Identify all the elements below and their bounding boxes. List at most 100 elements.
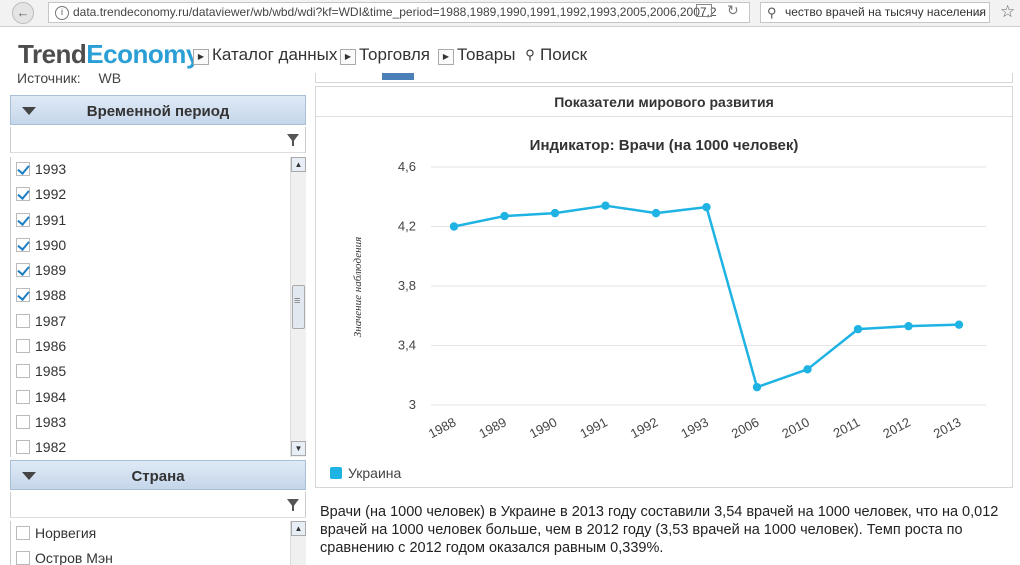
info-icon[interactable]: i (55, 6, 69, 20)
list-item-label: 1990 (35, 236, 67, 253)
period-panel-header[interactable]: Временной период (10, 95, 306, 125)
x-tick-label: 1989 (476, 414, 509, 441)
source-value: WB (98, 70, 122, 86)
x-tick-label: 2011 (831, 414, 863, 440)
search-text: чество врачей на тысячу населения (785, 5, 987, 19)
checkbox[interactable] (16, 414, 30, 429)
list-item-label: 1992 (35, 186, 67, 203)
checkbox[interactable] (16, 440, 30, 455)
data-point (651, 208, 661, 218)
filter-icon[interactable] (287, 134, 299, 146)
data-point (601, 201, 610, 210)
list-item[interactable]: 1992 (11, 182, 305, 207)
data-point (550, 208, 560, 218)
menu-search[interactable]: ⚲ Поиск (523, 45, 587, 65)
list-item[interactable]: 1991 (11, 208, 305, 233)
checkbox[interactable] (16, 551, 30, 565)
country-panel-title: Страна (131, 468, 185, 485)
x-tick-label: 2006 (729, 414, 762, 441)
list-item-label: 1987 (35, 312, 67, 329)
scroll-up-button[interactable]: ▲ (291, 157, 306, 172)
legend-swatch (330, 467, 342, 479)
checkbox[interactable] (16, 237, 30, 252)
collapse-triangle-icon[interactable] (22, 107, 36, 115)
reader-view-icon[interactable] (696, 4, 712, 17)
data-point (954, 320, 964, 329)
list-item[interactable]: 1989 (11, 258, 305, 283)
y-tick-label: 3,8 (398, 278, 416, 293)
list-item[interactable]: Остров Мэн (11, 546, 305, 565)
address-bar[interactable]: i data.trendeconomy.ru/dataviewer/wb/wbd… (48, 2, 750, 23)
y-tick-label: 4,2 (398, 219, 416, 234)
years-list: 1993 1992 1991 1990 1989 1988 1987 1986 1985 1984… (10, 157, 306, 457)
period-filter-row (10, 127, 306, 153)
list-item[interactable]: 1983 (11, 410, 305, 435)
x-tick-label: 2012 (880, 414, 913, 441)
menu-catalog[interactable]: ▶ Каталог данных (193, 45, 337, 65)
list-item-label: 1984 (35, 388, 67, 405)
menu-arrow-icon: ▶ (340, 49, 356, 65)
list-item[interactable]: 1984 (11, 385, 305, 410)
y-tick-label: 3 (409, 397, 416, 412)
checkbox[interactable] (16, 187, 30, 202)
x-tick-label: 1992 (628, 414, 661, 441)
list-item-label: 1986 (35, 338, 67, 355)
period-panel-title: Временной период (86, 103, 230, 120)
checkbox[interactable] (16, 263, 30, 278)
search-go-icon[interactable]: → (972, 5, 984, 19)
list-item-label: 1983 (35, 413, 67, 430)
list-item[interactable]: 1985 (11, 359, 305, 384)
menu-goods[interactable]: ▶ Товары (438, 45, 515, 65)
data-point (904, 321, 913, 331)
collapse-triangle-icon[interactable] (22, 472, 36, 480)
checkbox[interactable] (16, 313, 30, 328)
x-tick-label: 1991 (577, 414, 610, 441)
checkbox[interactable] (16, 162, 30, 176)
data-point (500, 211, 509, 221)
checkbox[interactable] (16, 389, 30, 404)
source-label: Источник: (17, 70, 81, 86)
description-text: Врачи (на 1000 человек) в Украине в 2013… (320, 504, 999, 556)
search-bar[interactable]: ⚲ чество врачей на тысячу населения → (760, 2, 990, 23)
country-filter-row (10, 492, 306, 518)
list-item-label: 1982 (35, 439, 67, 456)
list-item[interactable]: 1987 (11, 309, 305, 334)
scroll-thumb[interactable] (292, 285, 305, 329)
list-item[interactable]: 1988 (11, 283, 305, 308)
chart-legend[interactable]: Украина (330, 465, 401, 481)
bookmark-star-icon[interactable]: ☆ (1000, 2, 1016, 21)
checkbox[interactable] (16, 288, 30, 303)
chart-card: Показатели мирового развития Индикатор: … (315, 86, 1013, 488)
tab-indicator (382, 73, 414, 80)
list-item[interactable]: Норвегия (11, 521, 305, 546)
data-point (803, 365, 812, 374)
filter-icon[interactable] (287, 499, 299, 511)
menu-arrow-icon: ▶ (193, 49, 209, 65)
x-tick-label: 1990 (527, 414, 560, 441)
list-item-label: 1985 (35, 363, 67, 380)
checkbox[interactable] (16, 364, 30, 379)
list-item-label: 1993 (35, 161, 67, 177)
checkbox[interactable] (16, 526, 30, 540)
years-scrollbar[interactable]: ▲ ▼ (290, 157, 306, 457)
list-item[interactable]: 1990 (11, 233, 305, 258)
list-item[interactable]: 1986 (11, 334, 305, 359)
logo[interactable]: TrendEconomy (18, 39, 200, 69)
checkbox[interactable] (16, 212, 30, 227)
countries-list: Норвегия Остров Мэн (10, 521, 306, 565)
source-line: Источник: WB (17, 70, 121, 86)
search-icon: ⚲ (525, 47, 535, 62)
country-panel-header[interactable]: Страна (10, 460, 306, 490)
list-item[interactable]: 1993 (11, 157, 305, 182)
scroll-up-button[interactable]: ▲ (291, 521, 306, 536)
menu-trade[interactable]: ▶ Торговля (340, 45, 430, 65)
scroll-down-button[interactable]: ▼ (291, 441, 306, 456)
series-line (453, 204, 960, 389)
checkbox[interactable] (16, 339, 30, 354)
data-point (853, 324, 863, 334)
list-item[interactable]: 1982 (11, 435, 305, 457)
reload-icon[interactable]: ↻ (727, 2, 739, 18)
back-button[interactable]: ← (12, 2, 34, 24)
x-tick-label: 1993 (678, 414, 711, 441)
countries-scrollbar[interactable]: ▲ (290, 521, 306, 565)
